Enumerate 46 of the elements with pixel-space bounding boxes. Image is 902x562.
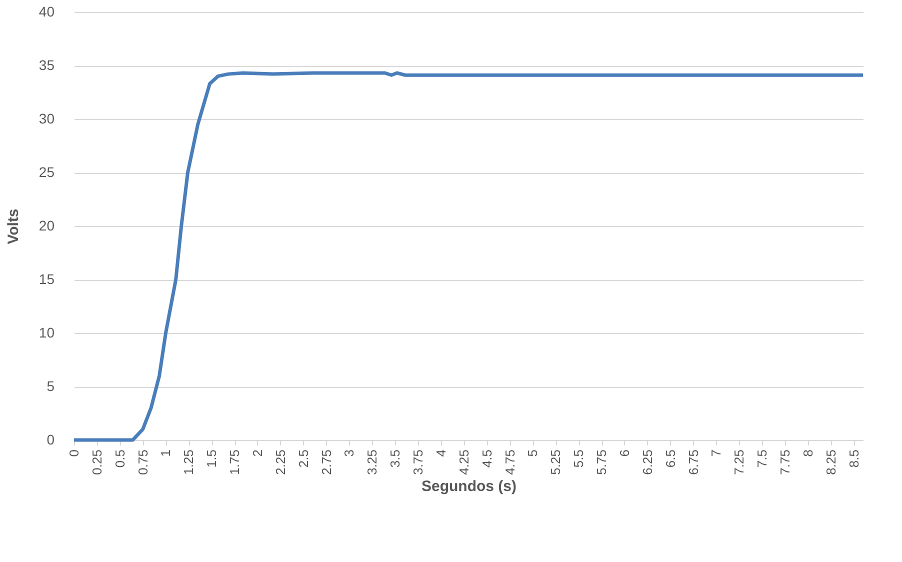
x-tick-label: 7.5 (754, 450, 770, 468)
x-tick-label: 2.25 (272, 450, 288, 475)
x-tick-label: 5.5 (571, 450, 586, 468)
x-tick-label: 4 (433, 450, 448, 457)
y-tick-label: 35 (38, 57, 55, 73)
x-tick-label: 2 (250, 450, 265, 457)
x-tick-label: 0.25 (89, 450, 104, 475)
y-tick-label: 15 (38, 271, 55, 287)
y-tick-label: 25 (38, 164, 55, 180)
x-tick-label: 1.25 (181, 450, 196, 475)
x-tick-label: 6.25 (640, 450, 655, 475)
y-axis-title: Volts (4, 208, 22, 244)
x-tick-label: 5 (525, 450, 540, 457)
y-tick-label: 20 (38, 218, 55, 234)
x-tick-label: 7 (708, 450, 724, 457)
y-tick-label: 30 (38, 110, 55, 126)
x-tick-label: 1.5 (204, 450, 220, 468)
y-tick-label: 5 (46, 378, 55, 394)
x-tick-label: 0.75 (135, 450, 150, 475)
x-tick-label: 2.75 (318, 450, 334, 475)
x-tick-label: 4.75 (502, 450, 518, 475)
x-tick-label: 0 (66, 450, 82, 457)
x-tick-label: 5.75 (594, 450, 610, 475)
x-tick-label: 5.25 (548, 450, 564, 475)
x-tick-label: 4.25 (456, 450, 472, 475)
x-tick-label: 3.75 (410, 450, 426, 475)
line-series (72, 71, 865, 442)
x-tick-label: 8 (800, 450, 816, 457)
y-tick-label: 10 (38, 324, 55, 340)
x-tick-label: 3 (342, 450, 357, 457)
x-tick-label: 3.25 (364, 450, 380, 475)
x-tick-label: 3.5 (388, 450, 403, 468)
x-tick-label: 2.5 (296, 450, 311, 468)
x-tick-label: 8.5 (846, 450, 862, 468)
x-tick-label: 6 (616, 450, 632, 457)
x-tick-label: 7.25 (732, 450, 747, 475)
y-tick-label: 40 (38, 4, 55, 20)
x-tick-label: 0.5 (112, 450, 128, 468)
x-tick-label: 1.75 (227, 450, 242, 475)
x-tick-label: 7.75 (778, 450, 793, 475)
x-tick-label: 1 (158, 450, 174, 457)
x-tick-label: 6.75 (686, 450, 701, 475)
x-axis-title: Segundos (s) (421, 478, 517, 495)
x-tick-label: 8.25 (823, 450, 838, 475)
x-tick-label: 6.5 (662, 450, 678, 468)
x-tick-label: 4.5 (479, 450, 494, 468)
